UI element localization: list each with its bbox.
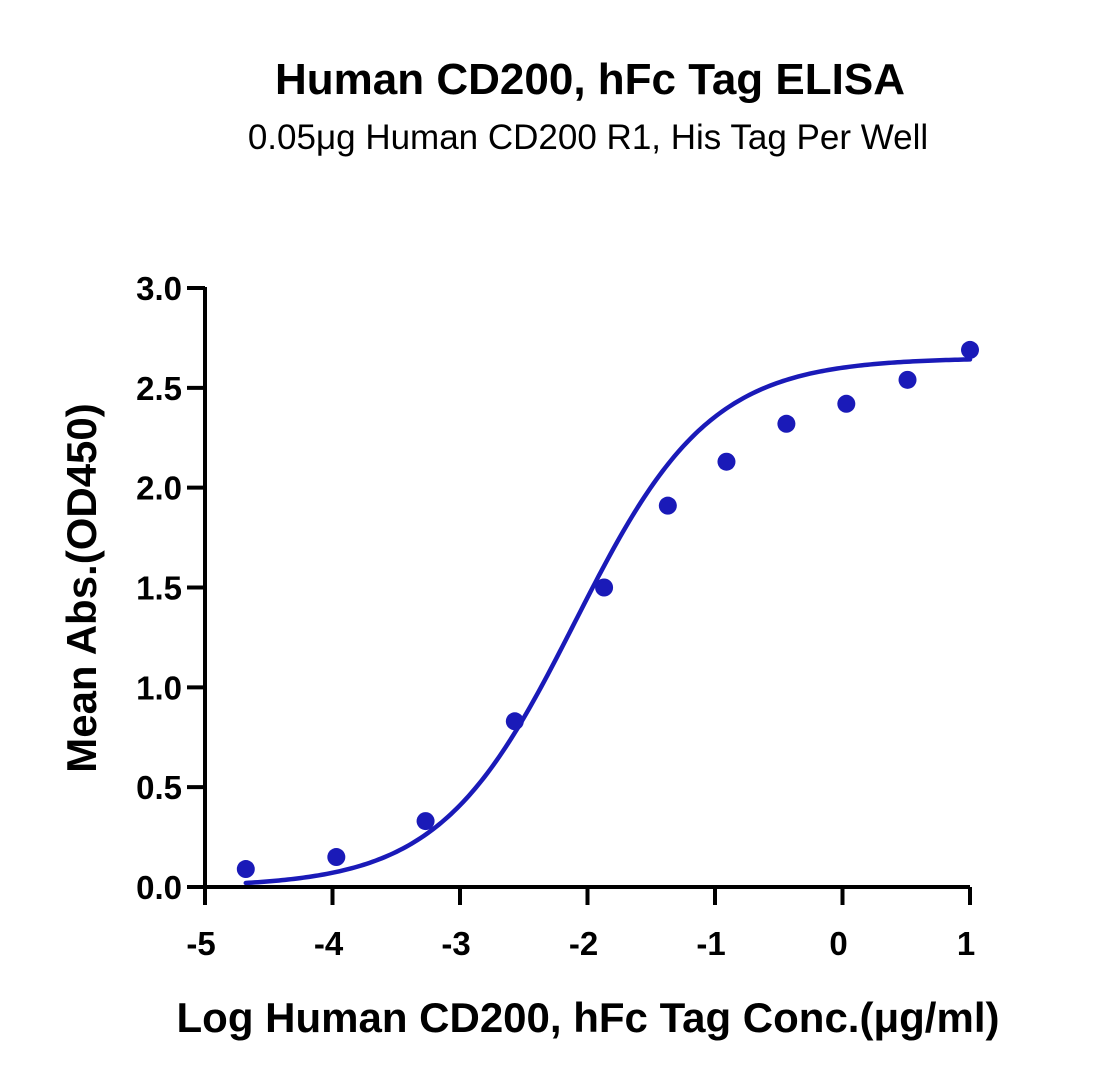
data-points-layer	[236, 340, 979, 879]
fit-curve-layer	[243, 357, 973, 886]
y-tick-label: 0.5	[136, 769, 182, 806]
x-tick-label: 0	[829, 925, 847, 962]
y-tick-label: 0.0	[136, 869, 182, 906]
y-tick-label: 1.5	[136, 570, 182, 607]
y-tick-label: 2.0	[136, 470, 182, 507]
x-tick-label: -3	[441, 925, 470, 962]
data-point	[658, 496, 677, 515]
data-point	[595, 578, 614, 597]
data-point	[777, 414, 796, 433]
x-tick-label: -1	[696, 925, 725, 962]
chart-subtitle: 0.05μg Human CD200 R1, His Tag Per Well	[248, 118, 928, 157]
data-point	[898, 370, 917, 389]
y-axis-label: Mean Abs.(OD450)	[58, 403, 105, 773]
data-point	[505, 712, 524, 731]
data-point	[327, 848, 346, 867]
x-axis-label: Log Human CD200, hFc Tag Conc.(μg/ml)	[177, 994, 1000, 1041]
y-tick-label: 2.5	[136, 370, 182, 407]
x-axis-ticks: -5 -4 -3 -2 -1 0 1	[186, 887, 975, 962]
y-axis-ticks: 0.0 0.5 1.0 1.5 2.0 2.5 3.0	[136, 270, 205, 906]
x-tick-label: -5	[186, 925, 215, 962]
data-point	[961, 340, 979, 359]
chart-title: Human CD200, hFc Tag ELISA	[275, 55, 905, 104]
x-tick-label: 1	[957, 925, 975, 962]
x-tick-label: -2	[569, 925, 598, 962]
data-point	[416, 812, 435, 831]
fit-curve-line	[243, 357, 973, 886]
x-tick-label: -4	[314, 925, 344, 962]
data-point	[236, 860, 255, 879]
y-tick-label: 3.0	[136, 270, 182, 307]
y-tick-label: 1.0	[136, 669, 182, 706]
data-point	[837, 394, 856, 413]
data-point	[717, 452, 736, 471]
